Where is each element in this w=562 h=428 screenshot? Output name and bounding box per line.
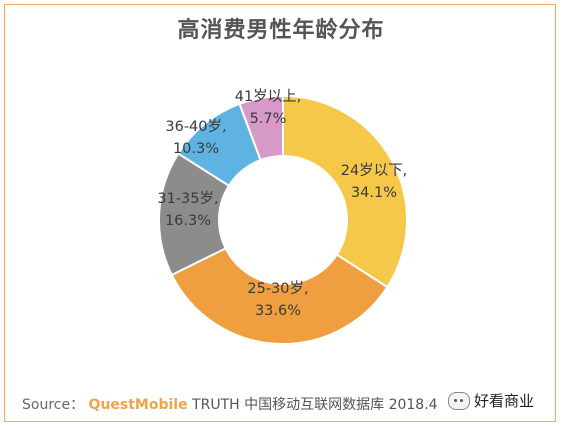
slice-value-2: 33.6%: [255, 303, 301, 319]
slice-5: [238, 94, 284, 162]
slice-label-2: 25-30岁,: [247, 280, 308, 297]
slice-label-1: 24岁以下,: [341, 162, 408, 179]
chart-frame: [4, 4, 556, 422]
source-brand: QuestMobile: [88, 397, 188, 413]
slice-value-3: 16.3%: [165, 213, 211, 229]
wechat-icon: [448, 391, 470, 410]
slice-value-4: 10.3%: [173, 141, 219, 157]
slice-1: [282, 94, 408, 289]
slice-value-1: 34.1%: [351, 185, 397, 201]
chart-title: 高消费男性年龄分布: [177, 18, 385, 43]
source-label: Source：: [22, 397, 85, 413]
slice-label-5: 41岁以上,: [235, 88, 302, 105]
slice-2: [170, 246, 389, 345]
watermark: 好看商业: [448, 390, 534, 411]
source-text: TRUTH 中国移动互联网数据库 2018.4: [187, 397, 438, 413]
slice-value-5: 5.7%: [250, 111, 287, 127]
watermark-text: 好看商业: [474, 392, 535, 410]
source-line: Source： QuestMobile TRUTH 中国移动互联网数据库 201…: [22, 394, 438, 414]
slice-label-4: 36-40岁,: [165, 118, 226, 135]
slice-label-3: 31-35岁,: [157, 190, 218, 207]
